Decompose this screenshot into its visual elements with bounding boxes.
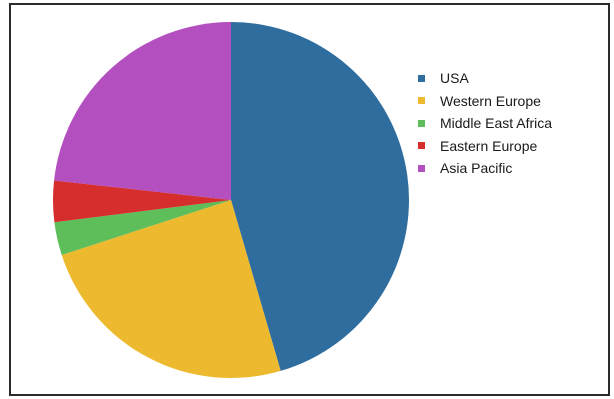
legend-item-asia-pacific: Asia Pacific <box>418 157 552 180</box>
legend-swatch <box>418 164 425 172</box>
legend-item-western-europe: Western Europe <box>418 90 552 113</box>
legend-item-eastern-europe: Eastern Europe <box>418 135 552 158</box>
chart-frame: USA Western Europe Middle East Africa Ea… <box>9 3 610 396</box>
pie-slices <box>52 22 409 378</box>
pie-slice-usa <box>231 22 409 371</box>
legend-item-middle-east-africa: Middle East Africa <box>418 112 552 135</box>
legend-label: Western Europe <box>440 92 541 109</box>
legend-swatch <box>418 74 425 82</box>
legend-item-usa: USA <box>418 67 552 90</box>
pie-slice-middle-east-africa <box>54 200 232 256</box>
legend-swatch <box>418 119 425 127</box>
chart-legend: USA Western Europe Middle East Africa Ea… <box>418 67 552 180</box>
pie-slice-asia-pacific <box>54 22 231 200</box>
legend-label: Asia Pacific <box>440 160 513 177</box>
legend-label: Middle East Africa <box>440 115 553 132</box>
legend-label: Eastern Europe <box>440 137 538 154</box>
pie-slice-eastern-europe <box>52 180 232 223</box>
pie-chart <box>52 22 409 378</box>
pie-slice-western-europe <box>61 200 281 378</box>
legend-label: USA <box>440 70 469 87</box>
legend-swatch <box>418 142 425 150</box>
legend-swatch <box>418 97 425 105</box>
